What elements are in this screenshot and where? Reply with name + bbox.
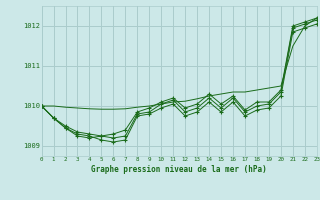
X-axis label: Graphe pression niveau de la mer (hPa): Graphe pression niveau de la mer (hPa) xyxy=(91,165,267,174)
